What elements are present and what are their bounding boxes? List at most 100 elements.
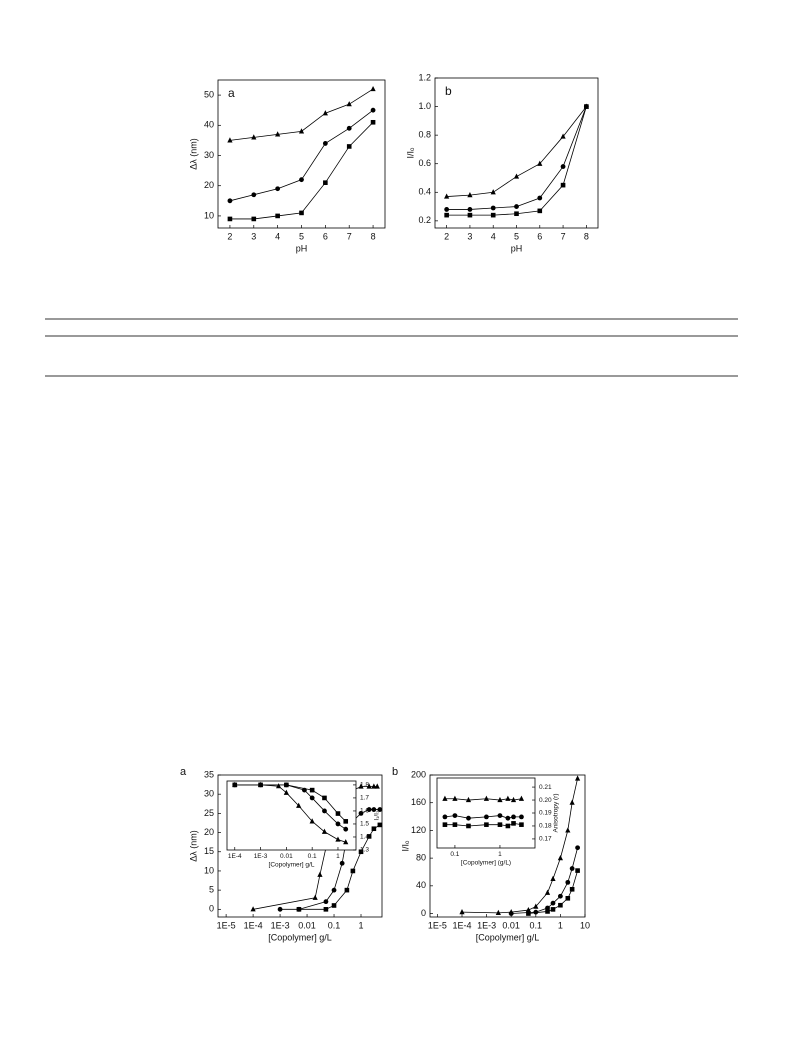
marker <box>227 137 233 143</box>
marker <box>465 796 472 803</box>
marker <box>350 868 356 874</box>
x-tick-label: 1E-4 <box>244 920 263 930</box>
x-tick-label: 0.01 <box>298 920 316 930</box>
x-tick-label: 0.01 <box>502 920 520 930</box>
x-tick-label: 1E-3 <box>254 853 268 860</box>
marker <box>444 212 449 218</box>
marker <box>519 822 524 827</box>
marker <box>565 827 571 833</box>
y-axis-label: Anisotropy (r) <box>553 793 560 832</box>
marker <box>452 813 458 818</box>
marker <box>371 826 377 832</box>
marker <box>323 180 328 185</box>
marker <box>497 796 503 803</box>
marker <box>276 783 282 789</box>
marker <box>358 810 364 816</box>
marker <box>309 795 315 801</box>
x-tick-label: 10 <box>580 920 590 930</box>
marker <box>284 782 289 788</box>
marker <box>575 845 580 851</box>
marker <box>275 213 280 219</box>
marker <box>550 900 556 906</box>
x-axis-label: [Copolymer] g/L <box>269 862 315 869</box>
marker <box>490 205 496 211</box>
marker <box>366 834 372 839</box>
y-tick-label: 0.20 <box>539 797 552 804</box>
marker <box>505 795 511 801</box>
marker <box>296 907 302 912</box>
marker <box>298 128 305 134</box>
y-axis-label: Δλ (nm) <box>188 830 198 862</box>
x-tick-label: 6 <box>323 231 328 241</box>
y-tick-label: 0 <box>209 904 214 914</box>
y-tick-label: 35 <box>204 769 214 779</box>
y-tick-label: 1.7 <box>360 795 369 802</box>
marker <box>497 822 503 827</box>
marker <box>346 101 352 107</box>
y-tick-label: 1.3 <box>360 847 369 854</box>
marker <box>227 216 233 222</box>
x-tick-label: 1E-4 <box>228 853 242 860</box>
marker <box>370 85 376 92</box>
x-axis-label: [Copolymer] g/L <box>476 932 540 942</box>
marker <box>344 887 350 893</box>
x-tick-label: 8 <box>584 231 589 241</box>
marker <box>495 909 501 915</box>
marker <box>557 855 564 861</box>
marker <box>377 807 383 812</box>
x-tick-label: 4 <box>491 231 496 241</box>
marker <box>525 906 531 913</box>
y-tick-label: 10 <box>204 865 214 875</box>
y-tick-label: 1.5 <box>360 821 369 828</box>
marker <box>323 907 329 912</box>
x-tick-label: 1E-3 <box>477 920 496 930</box>
x-tick-label: 1E-3 <box>271 920 290 930</box>
marker <box>370 107 376 113</box>
y-tick-label: 20 <box>204 827 214 837</box>
panel-label: a <box>180 766 187 778</box>
marker <box>558 893 563 899</box>
marker <box>514 211 519 217</box>
x-tick-label: 3 <box>251 231 256 241</box>
marker <box>343 839 349 845</box>
y-axis-label: Δλ (nm) <box>188 138 198 170</box>
marker <box>484 822 489 827</box>
marker <box>533 909 539 915</box>
marker <box>346 144 352 149</box>
x-tick-label: 0.1 <box>308 853 317 860</box>
y-tick-label: 0.8 <box>418 130 431 140</box>
marker <box>251 134 257 140</box>
marker <box>331 887 337 893</box>
marker <box>459 909 465 915</box>
marker <box>346 125 352 131</box>
marker <box>339 860 345 866</box>
marker <box>309 787 315 793</box>
marker <box>335 836 341 842</box>
marker <box>251 216 257 222</box>
marker <box>366 807 372 812</box>
x-tick-label: 7 <box>561 231 566 241</box>
y-tick-label: 1.8 <box>360 782 369 789</box>
y-tick-label: 0.19 <box>539 810 552 817</box>
y-axis-label: I/Iₒ <box>400 840 410 852</box>
x-tick-label: 3 <box>467 231 472 241</box>
marker <box>452 795 458 801</box>
marker <box>510 796 517 803</box>
marker <box>232 782 238 788</box>
marker <box>309 818 315 824</box>
marker <box>296 802 302 808</box>
x-tick-label: 7 <box>347 231 352 241</box>
y-tick-label: 15 <box>204 846 214 856</box>
marker <box>558 902 563 908</box>
y-tick-label: 30 <box>204 789 214 799</box>
marker <box>275 131 281 137</box>
marker <box>317 871 323 877</box>
marker <box>574 775 581 781</box>
marker <box>371 783 377 789</box>
marker <box>323 899 329 905</box>
y-tick-label: 0.6 <box>418 158 431 168</box>
x-tick-label: 5 <box>299 231 304 241</box>
marker <box>514 204 519 209</box>
plot-frame <box>217 79 386 229</box>
